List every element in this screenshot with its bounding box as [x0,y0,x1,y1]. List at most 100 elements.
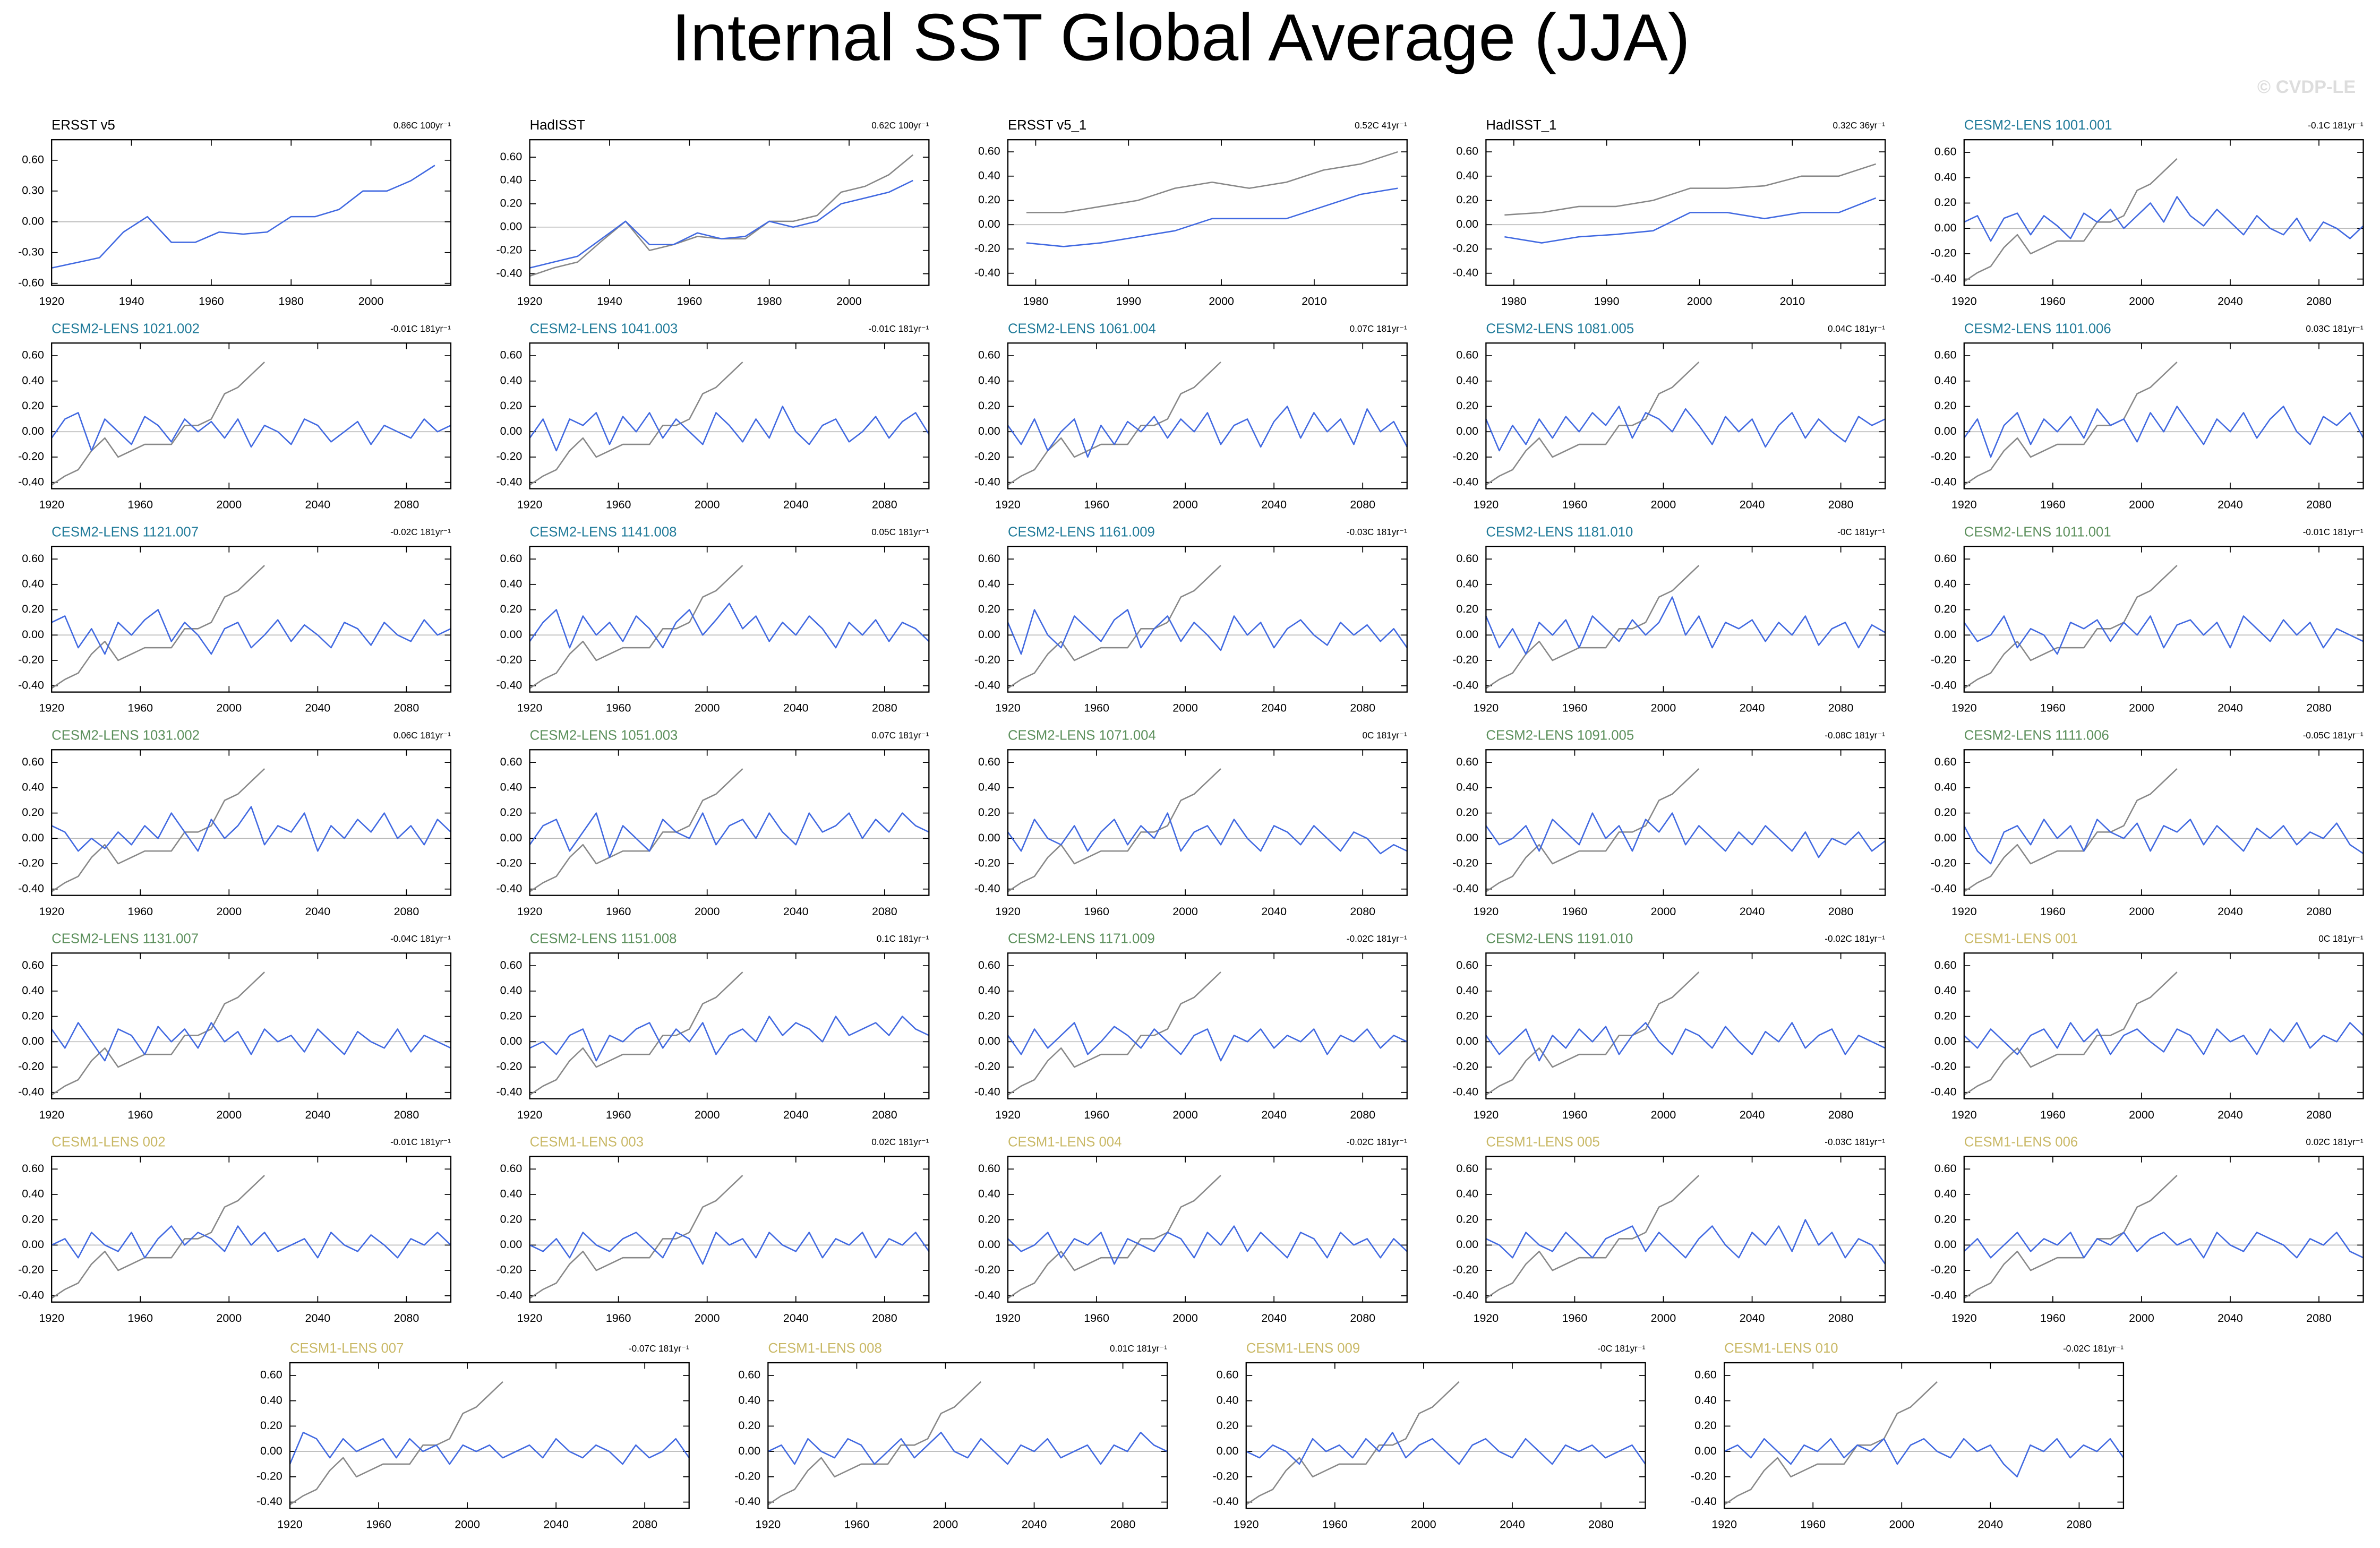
panel: CESM2-LENS 1021.002 -0.01C 181yr⁻¹ -0.40 -0… [18,321,452,511]
y-tick-label: 0.20 [1456,399,1478,412]
series-line [1007,1225,1408,1265]
y-tick-label: -0.40 [496,266,522,279]
series-line [1724,1438,2124,1478]
x-tick-label: 2000 [358,295,384,308]
plot-frame [1007,749,1408,896]
y-tick-label: -0.40 [974,678,1000,691]
y-tick-label: -0.40 [1931,272,1957,285]
y-tick-label: 0.40 [1934,1188,1957,1200]
x-tick-label: 2000 [1651,1108,1676,1121]
series-line [1504,197,1877,244]
x-tick-label: 2000 [695,498,720,511]
x-tick-label: 1920 [277,1518,303,1531]
panel: CESM2-LENS 1181.010 -0C 181yr⁻¹ -0.40 -0.20… [1452,524,1886,715]
y-tick-label: -0.20 [1931,653,1957,666]
panel: CESM2-LENS 1121.007 -0.02C 181yr⁻¹ -0.40 -0… [18,524,452,715]
y-tick-label: 0.60 [1456,145,1478,158]
y-tick-label: 0.00 [500,628,523,641]
series-line [529,812,929,858]
x-tick-label: 2000 [2129,295,2154,308]
x-tick-label: 1920 [39,498,64,511]
y-tick-label: 0.00 [978,628,1000,641]
series-line [1007,768,1221,892]
x-tick-label: 1960 [199,295,224,308]
y-tick-label: -0.20 [974,242,1000,255]
figure-title: Internal SST Global Average (JJA) [672,0,1690,74]
x-tick-label: 2040 [1261,1108,1287,1121]
plot-frame [1963,139,2364,286]
panel-title: CESM1-LENS 007 [290,1341,404,1356]
y-tick-label: 0.40 [1934,781,1957,794]
panel-title: HadISST_1 [1486,118,1556,133]
plot-frame [51,139,452,286]
x-tick-label: 2080 [1828,498,1854,511]
x-tick-label: 1960 [844,1518,870,1531]
plot-frame [1007,139,1408,286]
trend-annotation: 0C 181yr⁻¹ [2318,933,2364,944]
x-tick-label: 1920 [517,1312,543,1325]
y-tick-label: 0.60 [1934,755,1957,768]
y-tick-label: 0.20 [500,603,523,615]
y-tick-label: 0.20 [22,1009,44,1022]
series-line [529,768,743,892]
panel-title: CESM2-LENS 1061.004 [1008,321,1156,336]
plot-frame [51,952,452,1099]
y-tick-label: -0.40 [1452,882,1478,895]
x-tick-label: 2080 [1828,1312,1854,1325]
trend-annotation: -0.01C 181yr⁻¹ [390,1137,451,1147]
panel-title: CESM2-LENS 1001.001 [1964,118,2112,133]
panel: CESM2-LENS 1101.006 0.03C 181yr⁻¹ -0.40 -0.… [1931,321,2364,511]
x-tick-label: 2040 [2218,1108,2243,1121]
trend-annotation: 0.01C 181yr⁻¹ [1110,1343,1167,1354]
x-tick-label: 2000 [695,905,720,918]
x-tick-label: 1960 [2040,295,2066,308]
y-tick-label: 0.20 [1456,806,1478,819]
plot-frame [1485,546,1886,693]
y-tick-label: -0.40 [496,678,522,691]
x-tick-label: 1960 [1084,702,1109,715]
y-tick-label: 0.60 [978,145,1000,158]
x-tick-label: 1920 [39,702,64,715]
y-tick-label: -0.20 [1931,450,1957,463]
y-tick-label: 0.60 [1456,552,1478,565]
y-tick-label: -0.40 [1931,882,1957,895]
y-tick-label: 0.00 [22,831,44,844]
x-tick-label: 2040 [1978,1518,2004,1531]
panel: CESM2-LENS 1031.002 0.06C 181yr⁻¹ -0.40 -0.… [18,728,452,918]
y-tick-label: 0.20 [1934,603,1957,615]
x-tick-label: 2040 [1740,702,1765,715]
series-line [1007,609,1408,655]
y-tick-label: -0.20 [18,1060,44,1073]
trend-annotation: -0.02C 181yr⁻¹ [1825,933,1885,944]
y-tick-label: 0.60 [500,150,523,163]
x-tick-label: 1920 [995,1312,1021,1325]
y-tick-label: 0.20 [22,399,44,412]
x-tick-label: 2000 [216,1312,242,1325]
x-tick-label: 1960 [127,498,153,511]
series-line [1963,1232,2364,1259]
x-tick-label: 1960 [2040,702,2066,715]
y-tick-label: -0.40 [18,1288,44,1301]
y-tick-label: -0.20 [18,857,44,870]
panel-title: CESM1-LENS 005 [1486,1134,1599,1149]
x-tick-label: 2040 [2218,295,2243,308]
x-tick-label: 2000 [1411,1518,1436,1531]
panel-title: HadISST [530,118,586,133]
panel: CESM1-LENS 007 -0.07C 181yr⁻¹ -0.40 -0.20 0.… [256,1341,690,1531]
trend-annotation: 0.05C 181yr⁻¹ [871,527,929,537]
panel: CESM1-LENS 008 0.01C 181yr⁻¹ -0.40 -0.20 0.0… [734,1341,1168,1531]
y-tick-label: -0.40 [974,266,1000,279]
y-tick-label: 0.00 [500,425,523,437]
x-tick-label: 2040 [1740,1108,1765,1121]
x-tick-label: 1920 [1474,1312,1499,1325]
panel-title: CESM1-LENS 010 [1724,1341,1838,1356]
panel: ERSST v5 0.86C 100yr⁻¹ -0.60 -0.30 0.00 0.30 0… [18,118,452,308]
series-line [529,362,743,486]
y-tick-label: 0.20 [1934,806,1957,819]
series-line [51,412,451,452]
trend-annotation: -0C 181yr⁻¹ [1598,1343,1646,1354]
plot-frame [1245,1362,1646,1509]
x-tick-label: 2040 [1740,1312,1765,1325]
y-tick-label: 0.00 [978,831,1000,844]
x-tick-label: 1990 [1116,295,1141,308]
